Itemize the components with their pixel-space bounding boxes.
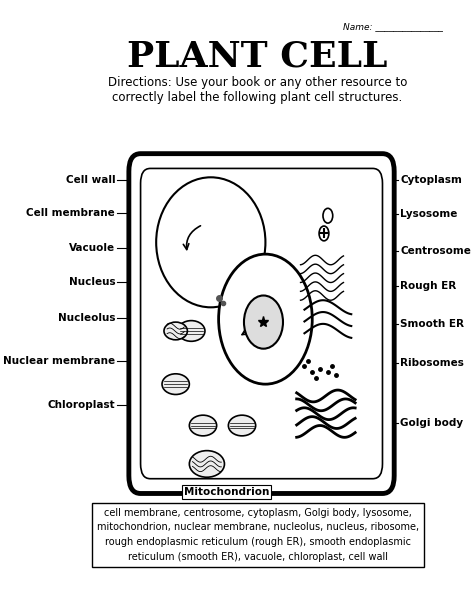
Text: Golgi body: Golgi body [400,418,463,427]
Ellipse shape [164,322,187,340]
Text: Cytoplasm: Cytoplasm [400,176,462,185]
Text: Name: _______________: Name: _______________ [344,22,443,31]
Ellipse shape [162,374,189,395]
Text: Chloroplast: Chloroplast [47,400,115,410]
Text: Centrosome: Centrosome [400,246,471,255]
FancyBboxPatch shape [129,154,394,493]
Ellipse shape [219,254,312,384]
Text: Nucleus: Nucleus [69,278,115,287]
Text: Cell wall: Cell wall [65,176,115,185]
Text: Cell membrane: Cell membrane [27,208,115,217]
Ellipse shape [323,208,333,223]
Ellipse shape [244,296,283,349]
Text: Nucleolus: Nucleolus [58,313,115,323]
Ellipse shape [319,226,329,241]
Text: Vacuole: Vacuole [69,243,115,253]
Text: Mitochondrion: Mitochondrion [184,487,269,496]
Text: cell membrane, centrosome, cytoplasm, Golgi body, lysosome,
mitochondrion, nucle: cell membrane, centrosome, cytoplasm, Go… [97,508,419,562]
Ellipse shape [178,320,205,341]
Text: Nuclear membrane: Nuclear membrane [3,356,115,365]
Text: Smooth ER: Smooth ER [400,319,464,329]
Text: Lysosome: Lysosome [400,209,457,219]
Text: Rough ER: Rough ER [400,281,456,291]
Text: PLANT CELL: PLANT CELL [128,39,388,73]
Text: Ribosomes: Ribosomes [400,359,464,368]
Ellipse shape [156,177,265,307]
Ellipse shape [189,450,225,478]
Text: Directions: Use your book or any other resource to
correctly label the following: Directions: Use your book or any other r… [108,76,407,104]
Ellipse shape [228,415,255,436]
Ellipse shape [189,415,217,436]
